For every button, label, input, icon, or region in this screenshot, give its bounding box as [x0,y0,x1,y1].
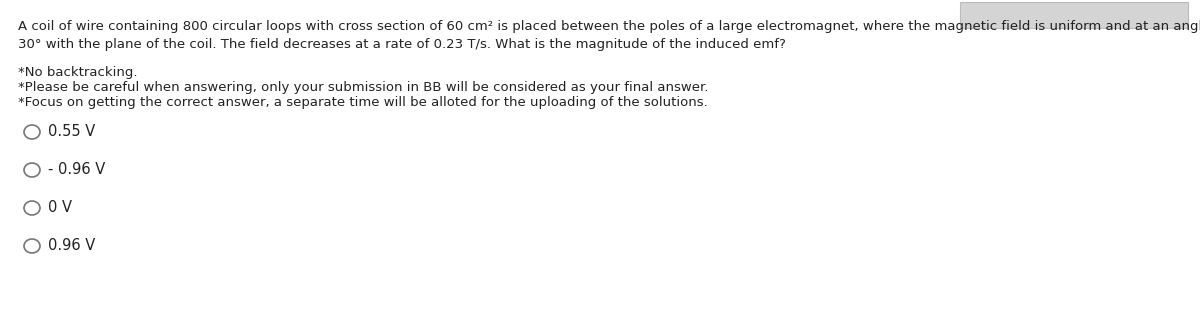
Text: *No backtracking.: *No backtracking. [18,66,138,79]
FancyBboxPatch shape [960,2,1188,28]
Text: *Please be careful when answering, only your submission in BB will be considered: *Please be careful when answering, only … [18,81,708,94]
Text: 30° with the plane of the coil. The field decreases at a rate of 0.23 T/s. What : 30° with the plane of the coil. The fiel… [18,38,786,51]
Text: 0.55 V: 0.55 V [48,125,95,139]
Text: A coil of wire containing 800 circular loops with cross section of 60 cm² is pla: A coil of wire containing 800 circular l… [18,20,1200,33]
Text: 0.96 V: 0.96 V [48,239,95,253]
Text: - 0.96 V: - 0.96 V [48,163,106,177]
Text: 0 V: 0 V [48,201,72,215]
Text: *Focus on getting the correct answer, a separate time will be alloted for the up: *Focus on getting the correct answer, a … [18,96,708,109]
